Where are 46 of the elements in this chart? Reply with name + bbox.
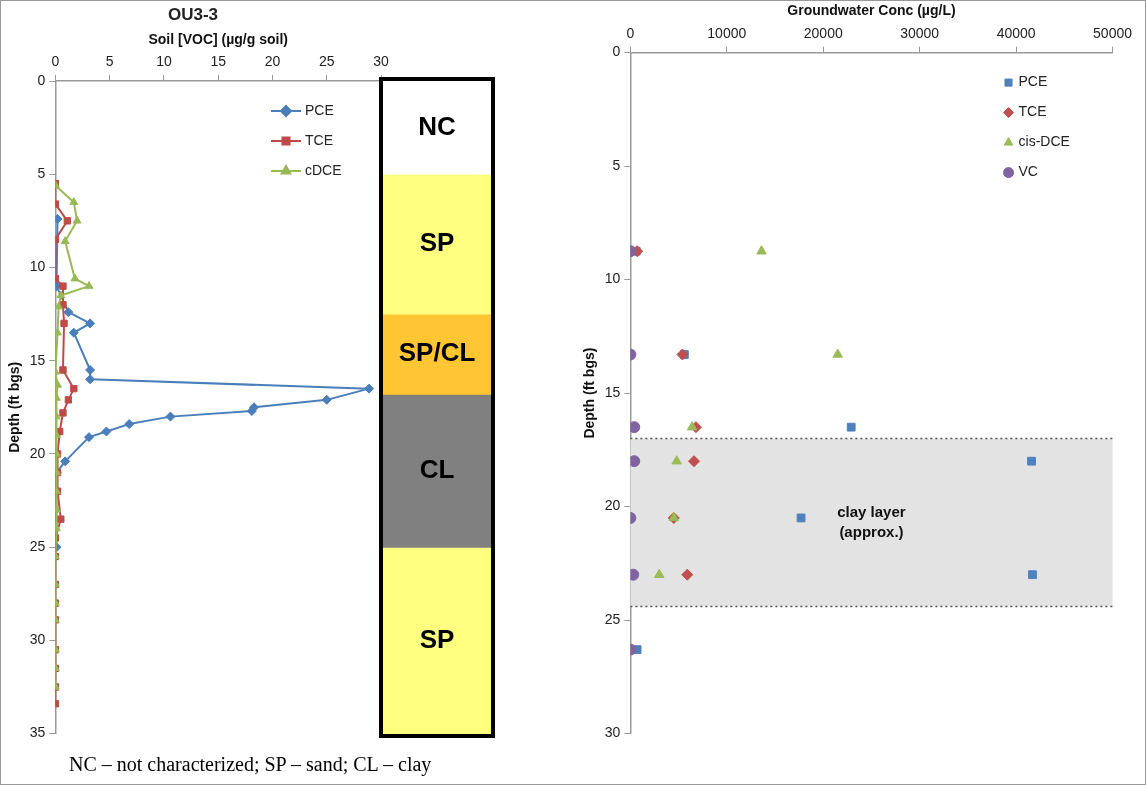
x-tick-label: 15 [210, 53, 227, 70]
legend-label: cis-DCE [1018, 133, 1070, 150]
y-tick-label: 15 [29, 351, 46, 368]
y-axis-title: Depth (ft bgs) [581, 347, 598, 439]
legend-label: VC [1018, 163, 1038, 180]
x-tick-label: 30000 [900, 25, 940, 42]
x-tick-label: 0 [51, 53, 60, 70]
series-label: SP [419, 623, 455, 654]
x-tick-label: 20000 [803, 25, 843, 42]
series-label: NC [418, 110, 456, 141]
legend-label: TCE [305, 131, 333, 148]
y-tick-label: 15 [604, 383, 621, 400]
band-label: clay layer (approx.) [837, 502, 906, 540]
y-tick-label: 5 [612, 156, 621, 173]
series-label: CL [419, 454, 455, 485]
legend-label: TCE [1018, 103, 1047, 120]
x-tick-label: 25 [318, 53, 335, 70]
y-tick-label: 30 [29, 631, 46, 648]
legend-label: PCE [305, 101, 334, 118]
x-tick-label: 30 [373, 53, 389, 70]
text: NC – not characterized; SP – sand; CL – clay [69, 753, 432, 776]
x-tick-label: 0 [626, 25, 635, 42]
series-label: SP [419, 227, 455, 258]
y-tick-label: 10 [604, 270, 621, 287]
y-tick-label: 25 [29, 538, 46, 554]
y-tick-label: 5 [37, 165, 46, 182]
legend-label: cDCE [305, 161, 342, 178]
x-axis-title: Groundwater Conc (µg/L) [787, 2, 956, 19]
chart-title: OU3-3 [167, 4, 219, 24]
y-tick-label: 20 [604, 497, 621, 514]
y-tick-label: 25 [604, 610, 621, 627]
y-tick-label: 30 [604, 724, 621, 741]
series-label: SP/CL [398, 337, 476, 368]
x-tick-label: 5 [105, 53, 114, 70]
x-tick-label: 20 [264, 53, 281, 70]
y-tick-label: 20 [29, 444, 46, 461]
y-tick-label: 35 [29, 724, 46, 741]
x-axis-title: Soil [VOC] (µg/g soil) [148, 30, 288, 47]
legend-label: PCE [1018, 73, 1048, 90]
x-tick-label: 10 [156, 53, 172, 70]
y-tick-label: 10 [29, 258, 46, 275]
x-tick-label: 50000 [1093, 25, 1133, 42]
y-tick-label: 0 [37, 71, 46, 88]
x-tick-label: 10000 [707, 25, 747, 42]
y-axis-title: Depth (ft bgs) [6, 361, 23, 453]
x-tick-label: 40000 [996, 25, 1036, 42]
